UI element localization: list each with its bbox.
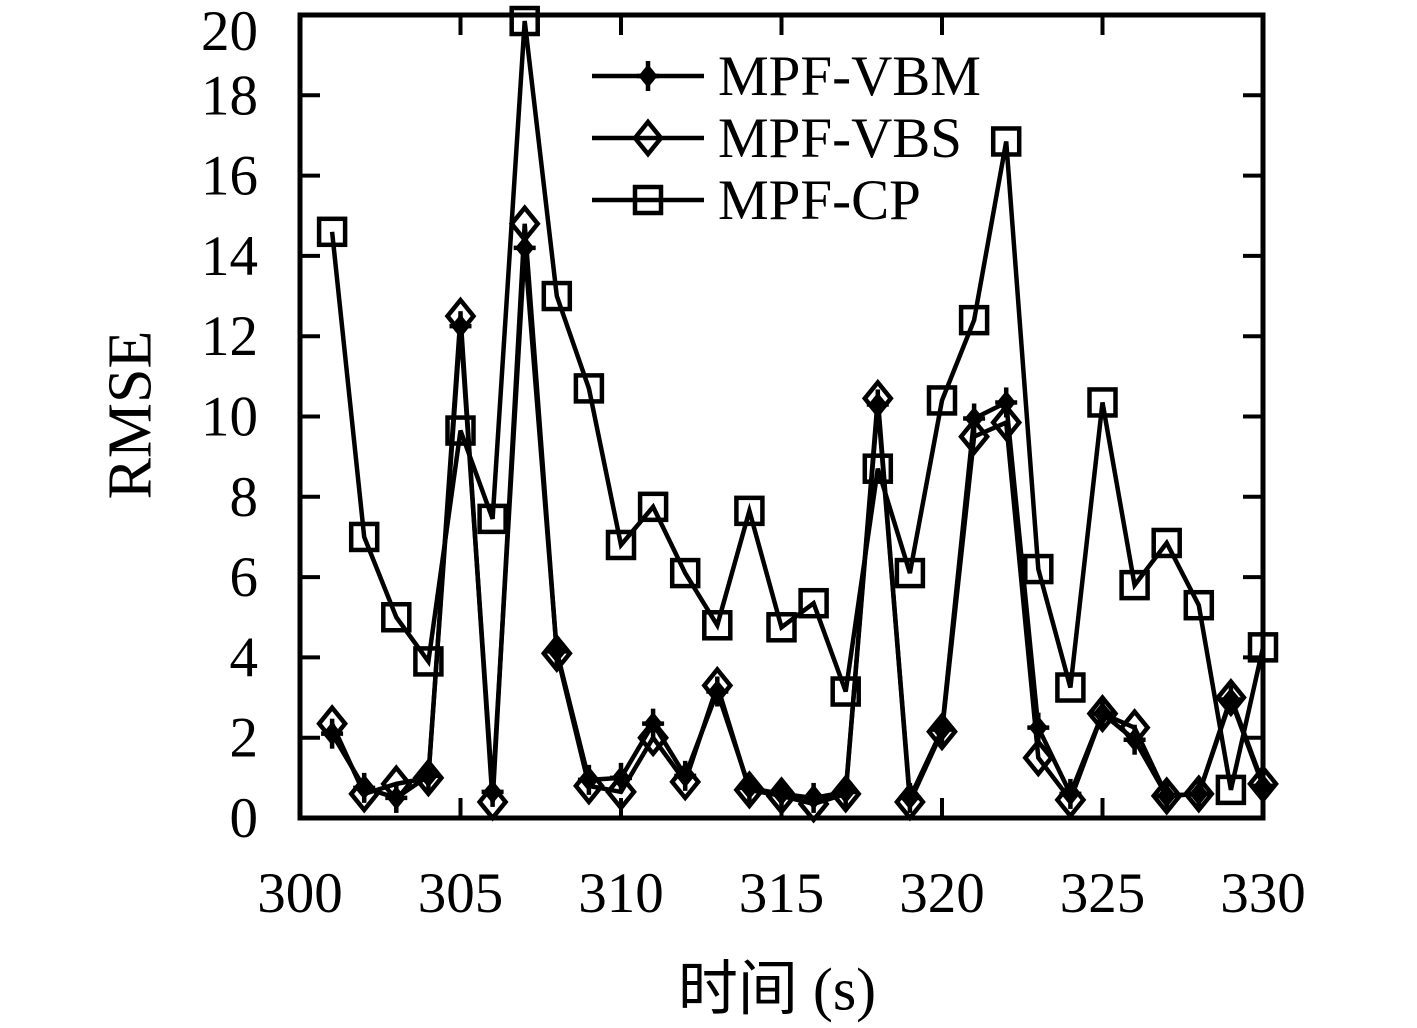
legend-item-mpf-vbm: MPF-VBM (592, 45, 981, 107)
series-MPF-VBS (316, 204, 1279, 824)
x-tick-label: 310 (578, 862, 664, 925)
y-tick-label: 6 (230, 546, 259, 609)
x-tick-label: 315 (739, 862, 825, 925)
y-tick-label: 2 (230, 707, 259, 770)
series-MPF-CP (316, 5, 1279, 806)
x-axis-title: 时间 (s) (677, 956, 877, 1023)
y-tick-label: 0 (230, 787, 259, 850)
y-tick-label: 20 (201, 0, 258, 63)
legend-label-mpf-vbm: MPF-VBM (718, 44, 981, 108)
y-tick-label: 4 (230, 626, 259, 689)
y-tick-label: 10 (201, 386, 258, 449)
legend-label-mpf-cp: MPF-CP (718, 168, 921, 232)
legend-marker-mpf-cp (592, 184, 704, 216)
y-tick-label: 16 (201, 145, 258, 208)
y-tick-label: 14 (201, 225, 258, 288)
legend-marker-mpf-vbs (592, 118, 704, 158)
legend: MPF-VBM MPF-VBS MPF-CP (592, 45, 981, 231)
x-tick-label: 305 (418, 862, 504, 925)
y-tick-label: 8 (230, 466, 259, 529)
y-tick-label: 12 (201, 305, 258, 368)
legend-item-mpf-vbs: MPF-VBS (592, 107, 981, 169)
x-tick-labels: 300 305 310 315 320 325 330 (257, 862, 1306, 925)
legend-marker-mpf-vbm (592, 61, 704, 91)
plot-frame (297, 12, 1266, 821)
legend-label-mpf-vbs: MPF-VBS (718, 106, 962, 170)
y-axis-title: RMSE (96, 330, 165, 500)
x-tick-label: 300 (257, 862, 343, 925)
x-tick-label: 320 (899, 862, 985, 925)
x-tick-label: 325 (1060, 862, 1146, 925)
legend-item-mpf-cp: MPF-CP (592, 169, 981, 231)
x-tick-label: 330 (1220, 862, 1306, 925)
y-tick-label: 18 (201, 64, 258, 127)
